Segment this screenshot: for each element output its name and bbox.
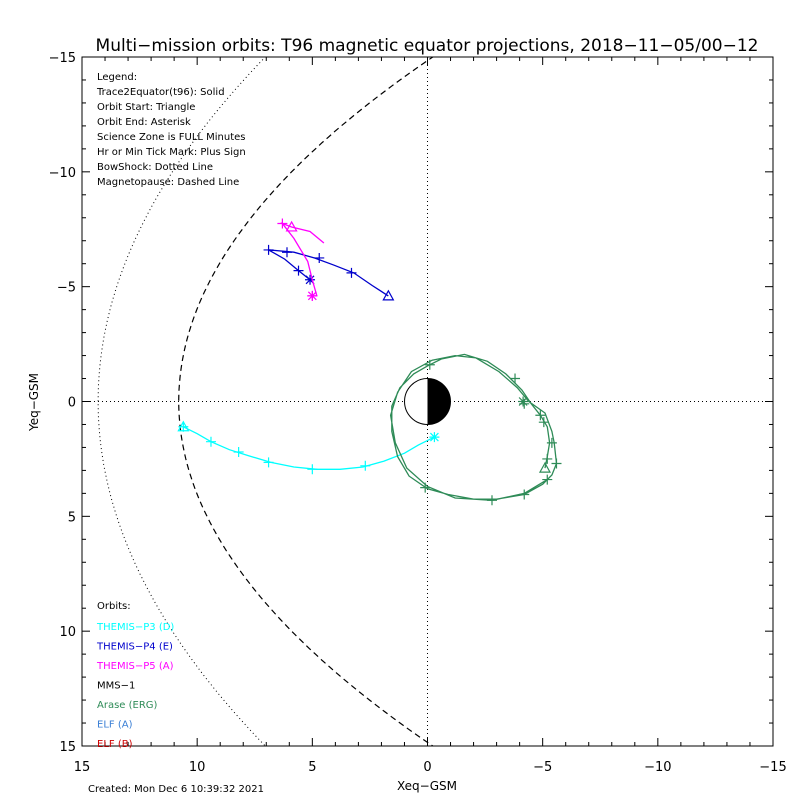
earth-layer <box>404 378 451 425</box>
orbit-end-asterisk <box>307 290 318 301</box>
orbit-start-triangle <box>177 420 190 432</box>
y-tick-label: −5 <box>57 281 76 296</box>
boundary-layer <box>97 57 434 746</box>
tick-mark-plus <box>263 457 274 468</box>
tick-mark-plus <box>424 359 435 370</box>
x-tick-label: −15 <box>759 760 786 775</box>
legend-line: Orbit End: Asterisk <box>97 117 191 128</box>
legend-line: Magnetopause: Dashed Line <box>97 177 239 188</box>
tick-mark-plus <box>510 373 521 384</box>
legend-line: Science Zone is FULL Minutes <box>97 132 246 143</box>
tick-mark-plus <box>542 474 553 485</box>
tick-mark-plus <box>519 489 530 500</box>
orbit-label-themis-p3-d: THEMIS−P3 (D) <box>96 622 174 633</box>
series-themis-p5-a <box>277 218 325 301</box>
y-axis-label: Yeq−GSM <box>27 373 41 432</box>
y-tick-label: −10 <box>49 166 76 181</box>
chart-title: Multi−mission orbits: T96 magnetic equat… <box>96 36 759 56</box>
x-tick-label: 0 <box>423 760 431 775</box>
orbit-label-themis-p5-a: THEMIS−P5 (A) <box>96 661 174 672</box>
tick-mark-plus <box>538 417 549 428</box>
x-tick-label: −10 <box>644 760 671 775</box>
orbit-label-themis-p4-e: THEMIS−P4 (E) <box>96 642 173 653</box>
tick-mark-plus <box>205 436 216 447</box>
tick-mark-plus <box>420 482 431 493</box>
x-tick-label: 5 <box>308 760 316 775</box>
orbit-start-triangle <box>382 289 395 301</box>
orbit-label-elf-a: ELF (A) <box>97 720 133 731</box>
x-tick-label: 10 <box>189 760 206 775</box>
x-axis-label: Xeq−GSM <box>397 779 457 793</box>
tick-mark-plus <box>314 252 325 263</box>
orbit-label-elf-b: ELF (B) <box>97 739 133 750</box>
y-tick-label: 10 <box>59 625 76 640</box>
legend-line: Orbit Start: Triangle <box>97 102 195 113</box>
legend-line: Hr or Min Tick Mark: Plus Sign <box>97 147 246 158</box>
tick-mark-plus <box>281 247 292 258</box>
series-arase-erg <box>389 353 562 506</box>
orbit-end-asterisk <box>518 396 529 407</box>
y-tick-label: −15 <box>49 51 76 66</box>
legend-line: Legend: <box>97 72 137 83</box>
orbit-start-triangle <box>285 220 298 232</box>
earth-night-side <box>427 378 451 425</box>
tick-mark-plus <box>233 447 244 458</box>
tick-mark-plus <box>360 460 371 471</box>
y-tick-label: 0 <box>68 396 76 411</box>
tick-mark-plus <box>546 437 557 448</box>
y-tick-label: 15 <box>59 740 76 755</box>
tick-mark-plus <box>293 265 304 276</box>
tick-mark-plus <box>542 453 553 464</box>
created-timestamp: Created: Mon Dec 6 10:39:32 2021 <box>88 784 264 795</box>
magnetopause-curve <box>178 57 434 746</box>
tick-mark-plus <box>307 464 318 475</box>
tick-mark-plus <box>346 267 357 278</box>
x-tick-label: 15 <box>74 760 91 775</box>
orbits-layer: Orbits: THEMIS−P3 (D) THEMIS−P4 (E) THEMIS−… <box>96 601 174 750</box>
legend-line: Trace2Equator(t96): Solid <box>96 87 225 98</box>
bowshock-curve <box>97 57 267 746</box>
orbit-end-asterisk <box>429 432 440 443</box>
orbits-heading: Orbits: <box>97 601 131 612</box>
tick-mark-plus <box>551 458 562 469</box>
orbit-end-asterisk <box>305 274 316 285</box>
tick-mark-plus <box>486 495 497 506</box>
tick-mark-plus <box>263 244 274 255</box>
orbit-label-mms-1: MMS−1 <box>97 681 135 692</box>
orbit-start-triangle <box>538 461 551 473</box>
tick-mark-plus <box>535 410 546 421</box>
orbit-label-arase-erg: Arase (ERG) <box>97 700 158 711</box>
legend-layer: Legend: Trace2Equator(t96): Solid Orbit St… <box>96 72 246 188</box>
x-tick-label: −5 <box>533 760 552 775</box>
tick-mark-plus <box>277 218 288 229</box>
legend-line: BowShock: Dotted Line <box>97 162 213 173</box>
y-tick-label: 5 <box>68 510 76 525</box>
series-layer <box>177 218 562 506</box>
